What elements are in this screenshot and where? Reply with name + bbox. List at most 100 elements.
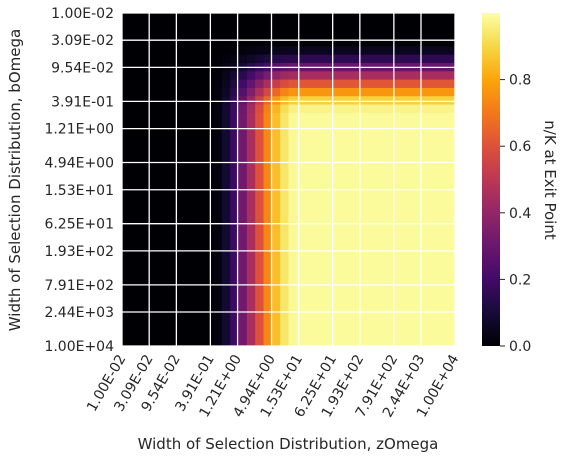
heatmap-cell [438, 204, 448, 214]
heatmap-cell [138, 337, 148, 346]
heatmap-cell [330, 46, 340, 56]
heatmap-cell [321, 212, 331, 222]
heatmap-cell [371, 112, 381, 122]
heatmap-cell [255, 46, 265, 56]
heatmap-cell [122, 21, 131, 31]
heatmap-cell [288, 196, 298, 206]
heatmap-cell [122, 296, 131, 305]
heatmap-cell [263, 212, 273, 222]
heatmap-cell [321, 321, 331, 330]
heatmap-cell [271, 21, 281, 31]
heatmap-cell [296, 337, 306, 346]
heatmap-cell [196, 221, 206, 231]
heatmap-cell [430, 221, 439, 231]
heatmap-cell [296, 13, 306, 22]
heatmap-cell [305, 46, 315, 56]
heatmap-cell [255, 196, 265, 206]
heatmap-cell [363, 112, 373, 122]
heatmap-cell [155, 179, 165, 189]
heatmap-cell [305, 279, 315, 289]
heatmap-cell [405, 79, 414, 89]
heatmap-cell [430, 112, 439, 122]
heatmap-cell [313, 162, 323, 172]
heatmap-cell [330, 179, 340, 189]
heatmap-cell [255, 229, 265, 239]
heatmap-cell [246, 162, 256, 172]
heatmap-cell [438, 129, 448, 139]
heatmap-cell [446, 196, 455, 206]
heatmap-cell [413, 196, 423, 206]
heatmap-cell [122, 121, 131, 131]
heatmap-cell [196, 71, 206, 81]
heatmap-cell [205, 287, 215, 297]
heatmap-cell [321, 237, 331, 247]
heatmap-cell [305, 54, 315, 64]
heatmap-cell [255, 187, 265, 197]
heatmap-cell [413, 212, 423, 222]
heatmap-cell [330, 237, 340, 247]
heatmap-cell [330, 212, 340, 222]
heatmap-cell [246, 329, 256, 339]
heatmap-cell [388, 187, 398, 197]
heatmap-cell [430, 212, 439, 222]
heatmap-cell [388, 196, 398, 206]
heatmap-cell [255, 254, 265, 264]
heatmap-cell [396, 304, 406, 314]
heatmap-cell [230, 262, 240, 272]
heatmap-cell [238, 29, 248, 39]
heatmap-cell [155, 129, 165, 139]
heatmap-cell [296, 187, 306, 197]
heatmap-cell [446, 112, 455, 122]
heatmap-cell [363, 54, 373, 64]
heatmap-cell [363, 154, 373, 164]
heatmap-cell [213, 79, 223, 89]
heatmap-cell [413, 221, 423, 231]
heatmap-cell [271, 13, 281, 22]
heatmap-cell [346, 287, 356, 297]
heatmap-cell [205, 171, 215, 181]
heatmap-cell [255, 146, 265, 156]
heatmap-cell [346, 129, 356, 139]
heatmap-cell [430, 304, 439, 314]
heatmap-cell [122, 171, 131, 181]
heatmap-cell [380, 221, 389, 231]
heatmap-cell [396, 271, 406, 280]
heatmap-cell [421, 87, 431, 97]
heatmap-cell [413, 279, 423, 289]
heatmap-cell [213, 162, 223, 172]
heatmap-cell [122, 29, 131, 39]
heatmap-cell [321, 104, 331, 114]
heatmap-cell [155, 329, 165, 339]
heatmap-cell [196, 121, 206, 131]
heatmap-cell [305, 87, 315, 97]
heatmap-cell [380, 329, 389, 339]
heatmap-cell [163, 337, 173, 346]
heatmap-cell [421, 287, 431, 297]
heatmap-cell [288, 21, 298, 31]
heatmap-cell [346, 187, 356, 197]
heatmap-cell [196, 13, 206, 22]
heatmap-cell [205, 304, 215, 314]
heatmap-cell [196, 54, 206, 64]
heatmap-cell [213, 237, 223, 247]
heatmap-cell [305, 321, 315, 330]
heatmap-cell [338, 321, 348, 330]
heatmap-cell [280, 312, 290, 322]
heatmap-cell [363, 71, 373, 81]
y-tick-label: 1.00E+04 [44, 339, 114, 355]
heatmap-cell [405, 37, 414, 47]
heatmap-cell [155, 196, 165, 206]
colorbar-tick-label: 0.8 [509, 73, 531, 89]
heatmap-cell [280, 296, 290, 305]
heatmap-cell [188, 204, 198, 214]
heatmap-cell [405, 237, 414, 247]
heatmap-cell [280, 287, 290, 297]
heatmap-cell [221, 204, 231, 214]
heatmap-cell [363, 13, 373, 22]
heatmap-cell [388, 212, 398, 222]
heatmap-cell [313, 304, 323, 314]
heatmap-cell [330, 187, 340, 197]
heatmap-cell [380, 304, 389, 314]
heatmap-cell [438, 329, 448, 339]
heatmap-cell [330, 71, 340, 81]
